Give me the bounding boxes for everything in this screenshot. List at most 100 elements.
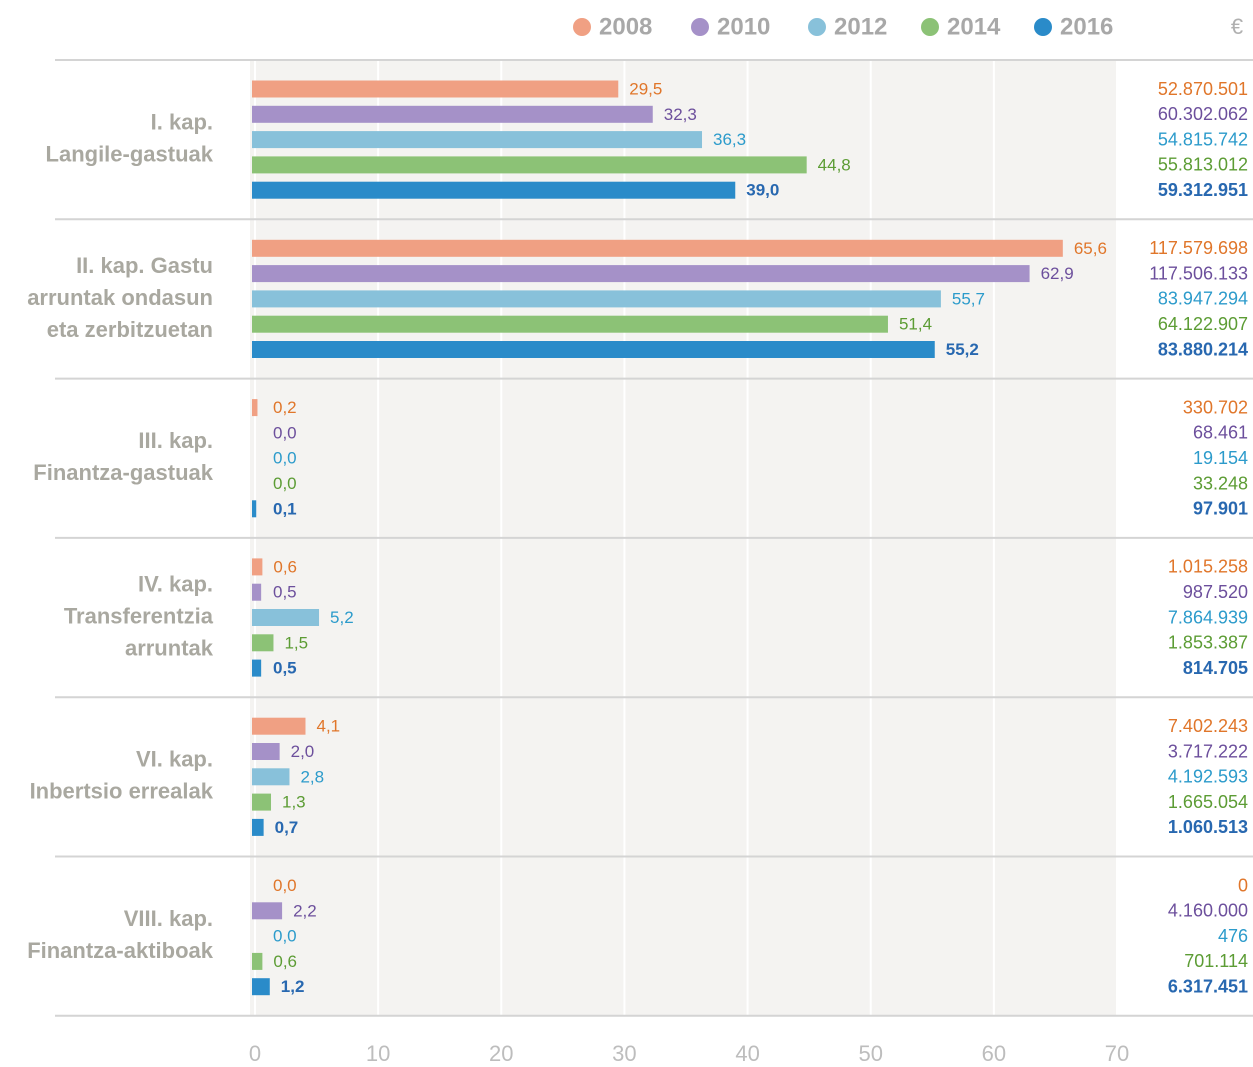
value-label: 1,5 (284, 633, 308, 652)
amount-label: 97.901 (1193, 499, 1248, 519)
bar (252, 315, 888, 333)
bar (252, 659, 262, 677)
bar (252, 156, 807, 174)
bar (252, 105, 653, 123)
bar (252, 290, 941, 308)
category-label: Finantza-aktiboak (27, 938, 214, 963)
amount-label: 68.461 (1193, 423, 1248, 443)
bar (252, 239, 1063, 257)
bar (252, 818, 264, 836)
value-label: 0,0 (273, 423, 297, 442)
bar (252, 609, 320, 626)
legend-dot (1034, 18, 1052, 36)
value-label: 2,8 (300, 767, 324, 786)
amount-label: 55.813.012 (1158, 155, 1248, 175)
value-label: 0,0 (273, 876, 297, 895)
x-tick-label: 50 (858, 1041, 882, 1066)
amount-label: 83.880.214 (1158, 339, 1248, 359)
bar (252, 80, 619, 98)
amount-label: 64.122.907 (1158, 314, 1248, 334)
amount-label: 3.717.222 (1168, 741, 1248, 761)
bar (252, 978, 270, 996)
value-label: 29,5 (629, 79, 662, 98)
category-label: Transferentzia (64, 603, 214, 628)
legend-label: 2008 (599, 13, 652, 40)
value-label: 62,9 (1041, 264, 1074, 283)
bar (252, 743, 280, 760)
bar (252, 181, 736, 199)
amount-label: 7.402.243 (1168, 716, 1248, 736)
value-label: 32,3 (664, 105, 697, 124)
amount-label: 19.154 (1193, 448, 1248, 468)
bar (252, 131, 703, 149)
value-label: 55,2 (946, 340, 979, 359)
bar (252, 793, 272, 811)
amount-label: 330.702 (1183, 397, 1248, 417)
value-label: 44,8 (818, 155, 851, 174)
unit-label: € (1231, 14, 1243, 39)
category-label: Inbertsio errealak (30, 779, 214, 804)
value-label: 2,0 (291, 742, 315, 761)
value-label: 36,3 (713, 130, 746, 149)
amount-label: 60.302.062 (1158, 104, 1248, 124)
amount-label: 33.248 (1193, 473, 1248, 493)
category-label: VIII. kap. (124, 906, 213, 931)
category-label: arruntak (125, 635, 214, 660)
amount-label: 0 (1238, 875, 1248, 895)
amount-label: 1.665.054 (1168, 792, 1248, 812)
value-label: 0,0 (273, 927, 297, 946)
bar (252, 768, 290, 786)
amount-label: 117.579.698 (1149, 238, 1248, 258)
category-label: I. kap. (151, 109, 213, 134)
amount-label: 54.815.742 (1158, 129, 1248, 149)
bar (252, 902, 283, 920)
value-label: 0,7 (275, 818, 299, 837)
amount-label: 83.947.294 (1158, 289, 1248, 309)
amount-label: 987.520 (1183, 582, 1248, 602)
bar (252, 717, 306, 735)
x-tick-label: 10 (366, 1041, 390, 1066)
amount-label: 701.114 (1184, 951, 1248, 971)
legend-dot (921, 18, 939, 36)
value-label: 2,2 (293, 901, 317, 920)
bar (252, 500, 257, 518)
value-label: 0,5 (273, 583, 297, 602)
category-label: III. kap. (138, 428, 213, 453)
value-label: 1,2 (281, 977, 305, 996)
value-label: 0,2 (273, 398, 297, 417)
amount-label: 1.015.258 (1168, 557, 1248, 577)
amount-label: 1.853.387 (1168, 633, 1248, 653)
category-label: arruntak ondasun (27, 285, 213, 310)
legend-label: 2012 (834, 13, 887, 40)
amount-label: 476 (1218, 926, 1248, 946)
x-tick-label: 70 (1105, 1041, 1129, 1066)
x-tick-label: 0 (249, 1041, 261, 1066)
amount-label: 52.870.501 (1158, 79, 1248, 99)
value-label: 0,6 (273, 952, 297, 971)
x-tick-label: 30 (612, 1041, 636, 1066)
legend-label: 2014 (947, 13, 1001, 40)
category-label: II. kap. Gastu (76, 253, 213, 278)
bar (252, 265, 1030, 283)
legend-dot (808, 18, 826, 36)
value-label: 65,6 (1074, 239, 1107, 258)
x-tick-label: 40 (735, 1041, 759, 1066)
value-label: 0,0 (273, 449, 297, 468)
bar (252, 341, 935, 358)
value-label: 0,6 (273, 557, 297, 576)
amount-label: 814.705 (1183, 658, 1248, 678)
amount-label: 4.160.000 (1168, 901, 1248, 921)
value-label: 5,2 (330, 608, 354, 627)
amount-label: 6.317.451 (1168, 976, 1248, 996)
category-label: VI. kap. (136, 747, 213, 772)
legend-dot (573, 18, 591, 36)
value-label: 51,4 (899, 315, 932, 334)
category-label: Langile-gastuak (46, 141, 214, 166)
amount-label: 59.312.951 (1158, 180, 1248, 200)
category-label: Finantza-gastuak (33, 460, 213, 485)
x-tick-label: 20 (489, 1041, 513, 1066)
category-label: eta zerbitzuetan (47, 317, 213, 342)
value-label: 0,1 (273, 499, 297, 518)
bar (252, 558, 263, 576)
